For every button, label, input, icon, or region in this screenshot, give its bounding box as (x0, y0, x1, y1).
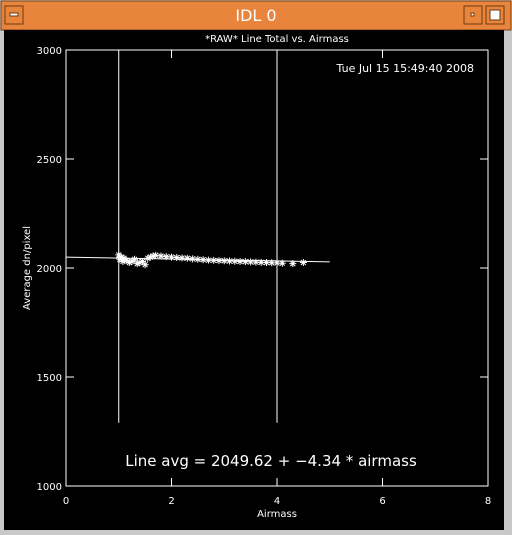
point (226, 257, 234, 265)
point (236, 257, 244, 265)
point (289, 260, 297, 268)
point (299, 259, 307, 267)
point (136, 259, 144, 267)
point (262, 259, 270, 267)
point (141, 261, 149, 269)
point (241, 258, 249, 266)
chart-title: *RAW* Line Total vs. Airmass (205, 34, 349, 45)
x-axis-label: Airmass (257, 509, 297, 520)
point (204, 256, 212, 264)
point (189, 255, 197, 263)
point (220, 257, 228, 265)
y-tick-label: 3000 (37, 46, 62, 57)
point (178, 254, 186, 262)
y-axis-label: Average dn/pixel (22, 226, 33, 310)
point (257, 258, 265, 266)
point (252, 258, 260, 266)
point (157, 252, 165, 260)
x-tick-label: 4 (274, 496, 280, 507)
point (146, 253, 154, 261)
x-tick-label: 0 (63, 496, 69, 507)
point (149, 252, 157, 260)
point (247, 258, 255, 266)
point (231, 257, 239, 265)
y-tick-label: 1500 (37, 373, 62, 384)
y-tick-label: 1000 (37, 482, 62, 493)
window-title: IDL 0 (235, 6, 276, 25)
x-tick-label: 8 (485, 496, 491, 507)
point (273, 259, 281, 267)
point (125, 259, 133, 267)
point (199, 256, 207, 264)
point (138, 257, 146, 265)
menu-icon (9, 12, 19, 17)
x-tick-label: 2 (168, 496, 174, 507)
point (183, 254, 191, 262)
point (144, 254, 152, 262)
annotation: Line avg = 2049.62 + −4.34 * airmass (125, 452, 417, 470)
timestamp: Tue Jul 15 15:49:40 2008 (336, 62, 474, 75)
x-tick-label: 6 (379, 496, 385, 507)
point (162, 253, 170, 261)
point (215, 257, 223, 265)
point (210, 256, 218, 264)
title-bar (0, 0, 512, 31)
point (117, 253, 125, 261)
point (268, 259, 276, 267)
point (168, 253, 175, 261)
y-tick-label: 2500 (37, 155, 62, 166)
maximize-icon (489, 9, 501, 21)
point (173, 254, 181, 262)
point (131, 255, 139, 263)
point (194, 255, 202, 263)
minimize-icon (470, 12, 475, 17)
point (133, 260, 141, 268)
plot-canvas (4, 30, 504, 530)
point (152, 251, 160, 259)
point (278, 259, 286, 267)
y-tick-label: 2000 (37, 264, 62, 275)
point (119, 257, 127, 265)
